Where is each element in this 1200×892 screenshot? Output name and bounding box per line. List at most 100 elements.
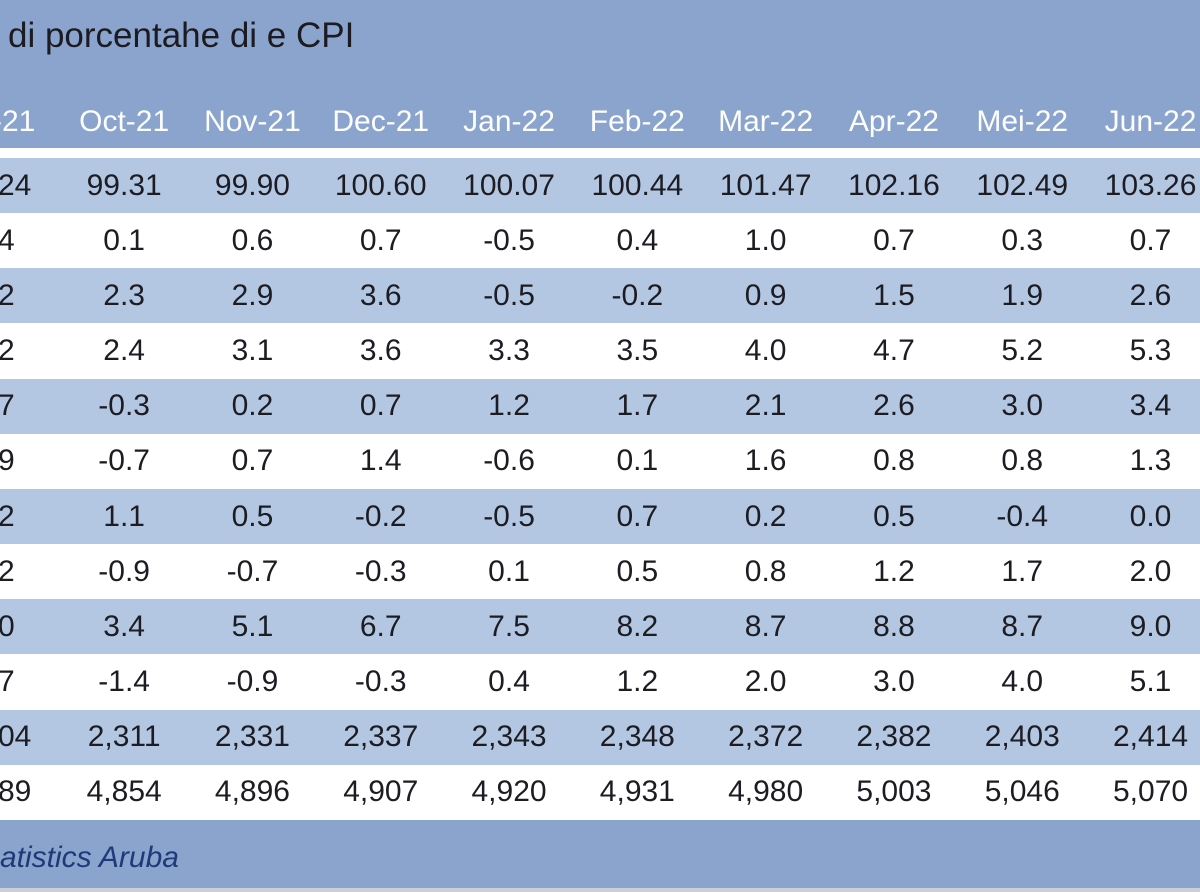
table-header-row: -21 Oct-21 Nov-21 Dec-21 Jan-22 Feb-22 Mar-22 A… — [0, 98, 1200, 146]
table-cell: 0.5 — [231, 499, 274, 533]
table-row: 2 -0.9 -0.7 -0.3 0.1 0.5 0.8 1.2 1.7 2.0 — [0, 544, 1200, 600]
table-cell: 4,896 — [214, 775, 290, 809]
table-row: 24 99.31 99.90 100.60 100.07 100.44 101.47 102.… — [0, 158, 1200, 214]
table-cell: 0.2 — [744, 499, 787, 533]
table-cell: 7.5 — [488, 609, 530, 643]
table-cell: 0.8 — [1001, 444, 1044, 478]
table-cell: 5.1 — [1129, 664, 1172, 698]
table-cell: 2.6 — [873, 389, 915, 423]
table-cell: 99.31 — [86, 168, 162, 202]
table-cell: 5.3 — [1129, 334, 1172, 368]
table-cell: -0.7 — [226, 554, 279, 588]
table-cell: 2,403 — [984, 720, 1060, 754]
table-cell: 3.0 — [873, 664, 915, 698]
table-cell: 8.8 — [873, 609, 915, 643]
table-cell: 4.0 — [1001, 664, 1044, 698]
header-cell: Jun-22 — [1104, 105, 1197, 138]
table-cell: 0.7 — [873, 223, 915, 257]
table-cell: 0.7 — [359, 223, 402, 257]
table-cell: 0.2 — [231, 389, 274, 423]
table-row: 89 4,854 4,896 4,907 4,920 4,931 4,980 5,003 5,0… — [0, 764, 1200, 820]
table-cell: 0.8 — [744, 554, 787, 588]
table-cell: 0.0 — [1129, 499, 1172, 533]
table-cell: 0.7 — [616, 499, 659, 533]
table-cell: 4,931 — [599, 775, 675, 809]
table-cell: 100.60 — [334, 168, 427, 202]
table-cell: 102.49 — [976, 168, 1069, 202]
table-cell: 2,372 — [728, 720, 804, 754]
row-partial-label: 04 — [0, 720, 32, 754]
table-cell: 3.6 — [359, 334, 402, 368]
table-cell: 99.90 — [214, 168, 290, 202]
table-cell: 100.44 — [591, 168, 684, 202]
table-cell: 3.0 — [1001, 389, 1044, 423]
header-cell: Apr-22 — [848, 105, 939, 138]
table-cell: 2.0 — [744, 664, 787, 698]
table-cell: 1.4 — [359, 444, 402, 478]
table-cell: 101.47 — [719, 168, 812, 202]
row-partial-label: 7 — [0, 664, 15, 698]
table-cell: -0.5 — [483, 499, 535, 533]
table-cell: 0.8 — [873, 444, 915, 478]
table-cell: 0.5 — [616, 554, 659, 588]
table-cell: 2,343 — [471, 720, 547, 754]
table-cell: 0.1 — [616, 444, 659, 478]
table-cell: 0.9 — [744, 278, 787, 312]
table-cell: 3.5 — [616, 334, 659, 368]
table-cell: -0.4 — [996, 499, 1049, 533]
table-cell: 0.4 — [488, 664, 530, 698]
table-cell: -0.5 — [483, 278, 535, 312]
header-cell: Feb-22 — [589, 105, 685, 138]
header-cell: Mar-22 — [718, 105, 814, 138]
table-cell: -0.5 — [483, 223, 535, 257]
row-partial-label: 89 — [0, 775, 32, 809]
table-row: 2 2.4 3.1 3.6 3.3 3.5 4.0 4.7 5.2 5.3 — [0, 323, 1200, 379]
table-cell: -1.4 — [98, 664, 150, 698]
table-cell: 0.6 — [231, 223, 274, 257]
table-cell: -0.3 — [354, 664, 407, 698]
table-cell: 5.1 — [231, 609, 274, 643]
table-cell: 1.1 — [103, 499, 145, 533]
table-cell: 1.9 — [1001, 278, 1044, 312]
table-cell: 1.2 — [488, 389, 530, 423]
table-cell: 2.6 — [1129, 278, 1172, 312]
table-cell: 4,854 — [86, 775, 162, 809]
table-cell: -0.3 — [98, 389, 150, 423]
table-cell: 4,907 — [343, 775, 419, 809]
header-cell: Mei-22 — [976, 105, 1069, 138]
table-row: 0 3.4 5.1 6.7 7.5 8.2 8.7 8.8 8.7 9.0 — [0, 599, 1200, 655]
table-cell: 5,046 — [984, 775, 1060, 809]
header-cell: Nov-21 — [204, 105, 301, 138]
table-cell: 3.4 — [1129, 389, 1172, 423]
table-cell: 103.26 — [1104, 168, 1197, 202]
table-cell: -0.2 — [354, 499, 407, 533]
table-cell: -0.2 — [611, 278, 664, 312]
row-partial-label: 0 — [0, 609, 15, 643]
table-cell: 9.0 — [1129, 609, 1172, 643]
table-cell: 8.7 — [744, 609, 787, 643]
table-cell: 0.4 — [616, 223, 659, 257]
table-cell: 2.9 — [231, 278, 274, 312]
table-cell: 3.6 — [359, 278, 402, 312]
table-cell: 2.1 — [744, 389, 787, 423]
table-cell: 2,382 — [856, 720, 932, 754]
source-bar: atistics Aruba — [0, 820, 1200, 888]
table-cell: 1.2 — [873, 554, 915, 588]
table-cell: -0.7 — [98, 444, 150, 478]
table-cell: 1.7 — [616, 389, 659, 423]
source-note: atistics Aruba — [0, 841, 179, 874]
table-cell: 2,414 — [1112, 720, 1189, 754]
row-partial-label: 2 — [0, 278, 15, 312]
bottom-strip — [0, 888, 1200, 892]
row-partial-label: 2 — [0, 499, 15, 533]
row-partial-label: 2 — [0, 334, 15, 368]
table-cell: 2.3 — [103, 278, 145, 312]
header-cell-partial: -21 — [0, 105, 36, 138]
table-cell: -0.9 — [226, 664, 279, 698]
table-header-band: di porcentahe di e CPI -21 Oct-21 Nov-21 De… — [0, 0, 1200, 148]
table-cell: 8.2 — [616, 609, 659, 643]
row-partial-label: 4 — [0, 223, 15, 257]
row-partial-label: 24 — [0, 168, 32, 202]
table-cell: 5,070 — [1112, 775, 1189, 809]
header-cell: Dec-21 — [332, 105, 430, 138]
